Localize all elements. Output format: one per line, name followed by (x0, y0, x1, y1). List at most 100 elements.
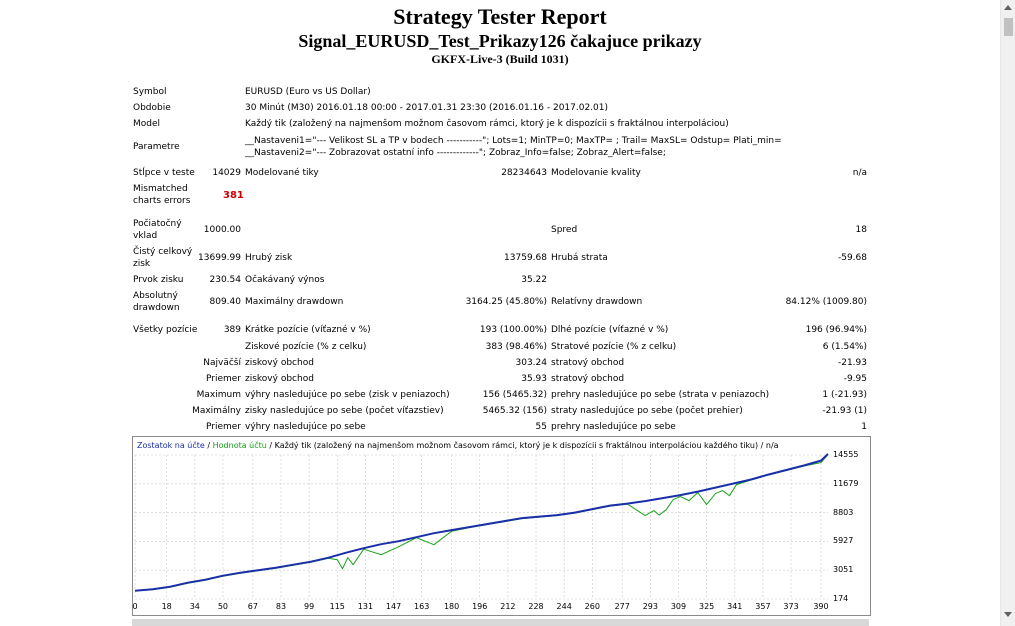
largest-label: Najväčší (203, 358, 241, 368)
x-tick-label: 99 (304, 602, 315, 611)
balance-chart (132, 436, 871, 616)
x-tick-label: 83 (275, 602, 287, 611)
maximal-consecutive-loss-label: straty nasledujúce po sebe (počet prehie… (551, 406, 743, 416)
maximal-consecutive-profit-value: 5465.32 (156) (482, 406, 547, 416)
maximal-consecutive-profit-label: zisky nasledujúce po sebe (počet víťazst… (245, 406, 444, 416)
bars-label: Stĺpce v teste (133, 168, 195, 178)
average-profit-label: ziskový obchod (245, 374, 314, 384)
model-label: Model (133, 119, 161, 129)
y-tick-label: 174 (833, 594, 849, 603)
all-positions-value: 389 (223, 325, 241, 335)
net-profit-label: Čistý celkový (133, 247, 193, 257)
average-loss-value: -9.95 (843, 374, 867, 384)
params-label: Parametre (133, 142, 180, 152)
largest-profit-label: ziskový obchod (245, 358, 314, 368)
deposit-value: 1000.00 (203, 225, 241, 235)
x-tick-label: 260 (584, 602, 600, 611)
max-drawdown-value: 3164.25 (45.80%) (465, 297, 547, 307)
average-consecutive-losses-label: prehry nasledujúce po sebe (551, 422, 676, 432)
abs-drawdown-label-2: drawdown (133, 303, 180, 313)
spread-label: Spred (551, 225, 578, 235)
deposit-label-2: vklad (133, 231, 158, 241)
x-tick-label: 34 (189, 602, 200, 611)
legend-balance: Zostatok na účte (137, 441, 205, 450)
long-positions-label: Dlhé pozície (víťazné v %) (551, 325, 669, 335)
params-line-1: __Nastaveni1="--- Velikost SL a TP v bod… (245, 136, 782, 146)
largest-loss-value: -21.93 (837, 358, 867, 368)
y-tick-label: 14555 (833, 450, 859, 459)
x-tick-label: 67 (247, 602, 258, 611)
profit-factor-label: Prvok zisku (133, 275, 184, 285)
mismatch-label: Mismatched (133, 184, 188, 194)
period-value: 30 Minút (M30) 2016.01.18 00:00 - 2017.0… (245, 103, 609, 113)
symbol-label: Symbol (133, 87, 167, 97)
report-title: Strategy Tester Report (393, 4, 607, 29)
average-label: Priemer (205, 374, 241, 384)
ticks-value: 28234643 (501, 168, 547, 178)
quality-label: Modelovanie kvality (551, 168, 641, 178)
all-positions-label: Všetky pozície (133, 325, 198, 335)
legend-separator: / (207, 441, 211, 450)
average-consecutive-losses-value: 1 (861, 422, 867, 432)
expected-payoff-label: Očakávaný výnos (245, 275, 325, 285)
symbol-value: EURUSD (Euro vs US Dollar) (245, 87, 371, 97)
chart-legend: Zostatok na účte / Hodnota účtu / Každý … (137, 441, 779, 450)
report-server: GKFX-Live-3 (Build 1031) (431, 52, 569, 66)
vertical-scrollbar[interactable] (1000, 0, 1015, 626)
next-chart-strip (132, 619, 869, 626)
x-tick-label: 373 (783, 602, 799, 611)
x-tick-label: 180 (443, 602, 460, 611)
average-consecutive-label: Priemer (205, 422, 241, 432)
max-consecutive-losses-label: prehry nasledujúce po sebe (strata v pen… (551, 390, 770, 400)
short-positions-label: Krátke pozície (víťazné v %) (245, 325, 371, 335)
maximal-consecutive-label: Maximálny (192, 406, 241, 416)
x-tick-label: 18 (161, 602, 172, 611)
net-profit-value: 13699.99 (198, 253, 241, 263)
profit-positions-value: 383 (98.46%) (485, 342, 547, 352)
loss-positions-label: Stratové pozície (% z celku) (551, 342, 677, 352)
y-tick-label: 3051 (833, 565, 854, 575)
rel-drawdown-value: 84.12% (1009.80) (785, 297, 867, 307)
balance-series-line (134, 453, 829, 592)
bars-value: 14029 (212, 168, 241, 178)
long-positions-value: 196 (96.94%) (805, 325, 867, 335)
max-drawdown-label: Maximálny drawdown (245, 297, 344, 307)
x-tick-label: 228 (528, 602, 544, 611)
profit-positions-label: Ziskové pozície (% z celku) (245, 342, 367, 352)
scroll-up-icon[interactable] (1004, 5, 1012, 10)
x-tick-label: 115 (329, 602, 345, 611)
largest-profit-value: 303.24 (515, 358, 548, 368)
maximal-consecutive-loss-value: -21.93 (1) (822, 406, 867, 416)
chart-plot (134, 453, 829, 600)
x-tick-label: 212 (500, 602, 516, 611)
x-tick-label: 50 (217, 602, 229, 611)
x-tick-label: 390 (813, 602, 829, 611)
x-tick-label: 357 (755, 602, 771, 611)
max-consecutive-wins-label: výhry nasledujúce po sebe (zisk v peniaz… (245, 390, 450, 400)
max-consecutive-wins-value: 156 (5465.32) (482, 390, 547, 400)
legend-equity: Hodnota účtu (212, 441, 267, 450)
net-profit-label-2: zisk (133, 259, 151, 269)
x-tick-label: 0 (132, 602, 138, 611)
abs-drawdown-value: 809.40 (209, 297, 242, 307)
x-tick-label: 309 (670, 602, 687, 611)
max-consecutive-label: Maximum (196, 390, 241, 400)
scroll-down-icon[interactable] (1004, 612, 1012, 617)
x-tick-label: 163 (414, 602, 430, 611)
scroll-thumb[interactable] (1004, 18, 1013, 36)
profit-factor-value: 230.54 (209, 275, 242, 285)
report-subtitle: Signal_EURUSD_Test_Prikazy126 čakajuce p… (298, 31, 702, 51)
average-loss-label: stratový obchod (551, 374, 625, 384)
x-tick-label: 196 (472, 602, 488, 611)
model-value: Každý tik (založený na najmenšom možnom … (245, 119, 729, 129)
gross-profit-value: 13759.68 (504, 253, 547, 263)
loss-positions-value: 6 (1.54%) (822, 342, 867, 352)
deposit-label: Počiatočný (133, 219, 182, 229)
mismatch-label-2: charts errors (133, 196, 191, 206)
gross-loss-value: -59.68 (837, 253, 867, 263)
x-tick-label: 277 (614, 602, 630, 611)
period-label: Obdobie (133, 103, 171, 113)
mismatch-value: 381 (223, 190, 244, 201)
legend-rest: / Každý tik (založený na najmenšom možno… (269, 441, 779, 450)
x-tick-label: 341 (727, 602, 743, 611)
